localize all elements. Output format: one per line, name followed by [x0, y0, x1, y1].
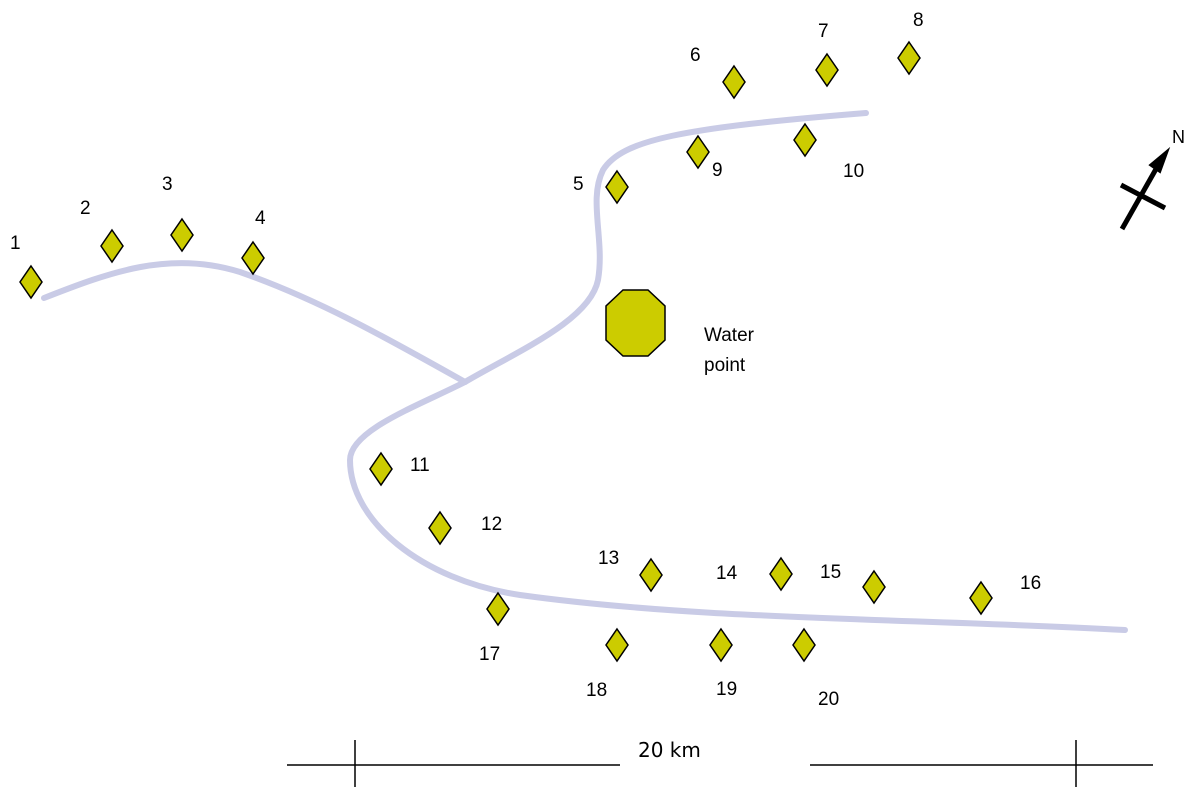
octagon-icon: [605, 289, 666, 357]
site-marker-9: 9: [686, 134, 723, 181]
diamond-icon: [969, 580, 993, 616]
site-marker-17: 17: [479, 591, 510, 665]
water-point-label-line1: Water: [704, 325, 755, 346]
water-point: Water point: [605, 289, 755, 376]
site-marker-10: 10: [793, 122, 864, 182]
river-north-branch: [462, 110, 869, 385]
diamond-icon: [19, 264, 43, 300]
diamond-icon: [709, 627, 733, 663]
site-label-10: 10: [843, 161, 864, 182]
site-label-13: 13: [598, 548, 619, 569]
site-label-5: 5: [573, 174, 584, 195]
site-marker-11: 11: [369, 451, 430, 487]
site-label-11: 11: [410, 455, 430, 476]
site-label-17: 17: [479, 644, 500, 665]
site-label-14: 14: [716, 563, 738, 584]
site-label-16: 16: [1020, 573, 1041, 594]
north-label: N: [1172, 127, 1185, 147]
site-marker-8: 8: [897, 10, 924, 76]
site-marker-4: 4: [241, 208, 266, 276]
north-arrow-icon: N: [1119, 127, 1185, 231]
site-label-19: 19: [716, 679, 737, 700]
site-marker-6: 6: [690, 45, 746, 100]
site-label-7: 7: [818, 21, 829, 42]
site-marker-14: 14: [716, 556, 793, 592]
diamond-icon: [605, 169, 629, 205]
site-label-8: 8: [913, 10, 924, 31]
site-label-18: 18: [586, 680, 607, 701]
diamond-icon: [639, 557, 663, 593]
site-label-6: 6: [690, 45, 701, 66]
site-label-4: 4: [255, 208, 266, 229]
water-point-label-line2: point: [704, 355, 746, 376]
diamond-icon: [686, 134, 710, 170]
site-label-2: 2: [80, 198, 91, 219]
site-marker-18: 18: [586, 627, 629, 701]
diamond-icon: [722, 64, 746, 100]
diamond-icon: [100, 228, 124, 264]
site-marker-19: 19: [709, 627, 737, 700]
diamond-icon: [897, 40, 921, 76]
site-marker-15: 15: [820, 562, 886, 605]
site-marker-12: 12: [428, 510, 502, 546]
site-marker-20: 20: [792, 627, 839, 710]
diamond-icon: [605, 627, 629, 663]
river-network: [41, 110, 1128, 633]
diamond-icon: [369, 451, 393, 487]
site-marker-3: 3: [162, 174, 194, 253]
diamond-icon: [486, 591, 510, 627]
river-south-branch: [346, 379, 1128, 633]
site-label-9: 9: [712, 160, 723, 181]
diamond-icon: [769, 556, 793, 592]
site-marker-1: 1: [10, 233, 43, 300]
diamond-icon: [793, 122, 817, 158]
site-marker-13: 13: [598, 548, 663, 593]
river-west-branch: [41, 260, 468, 385]
site-label-3: 3: [162, 174, 173, 195]
site-label-15: 15: [820, 562, 841, 583]
site-label-1: 1: [10, 233, 21, 254]
site-marker-5: 5: [573, 169, 629, 205]
site-label-20: 20: [818, 689, 839, 710]
diamond-icon: [862, 569, 886, 605]
scale-bar-label: 20 km: [638, 738, 701, 762]
site-marker-7: 7: [815, 21, 839, 88]
site-marker-16: 16: [969, 573, 1041, 616]
site-marker-2: 2: [80, 198, 124, 264]
scale-bar: 20 km: [287, 738, 1153, 787]
diamond-icon: [815, 52, 839, 88]
diamond-icon: [170, 217, 194, 253]
diamond-icon: [792, 627, 816, 663]
site-label-12: 12: [481, 514, 502, 535]
diamond-icon: [241, 240, 265, 276]
diamond-icon: [428, 510, 452, 546]
